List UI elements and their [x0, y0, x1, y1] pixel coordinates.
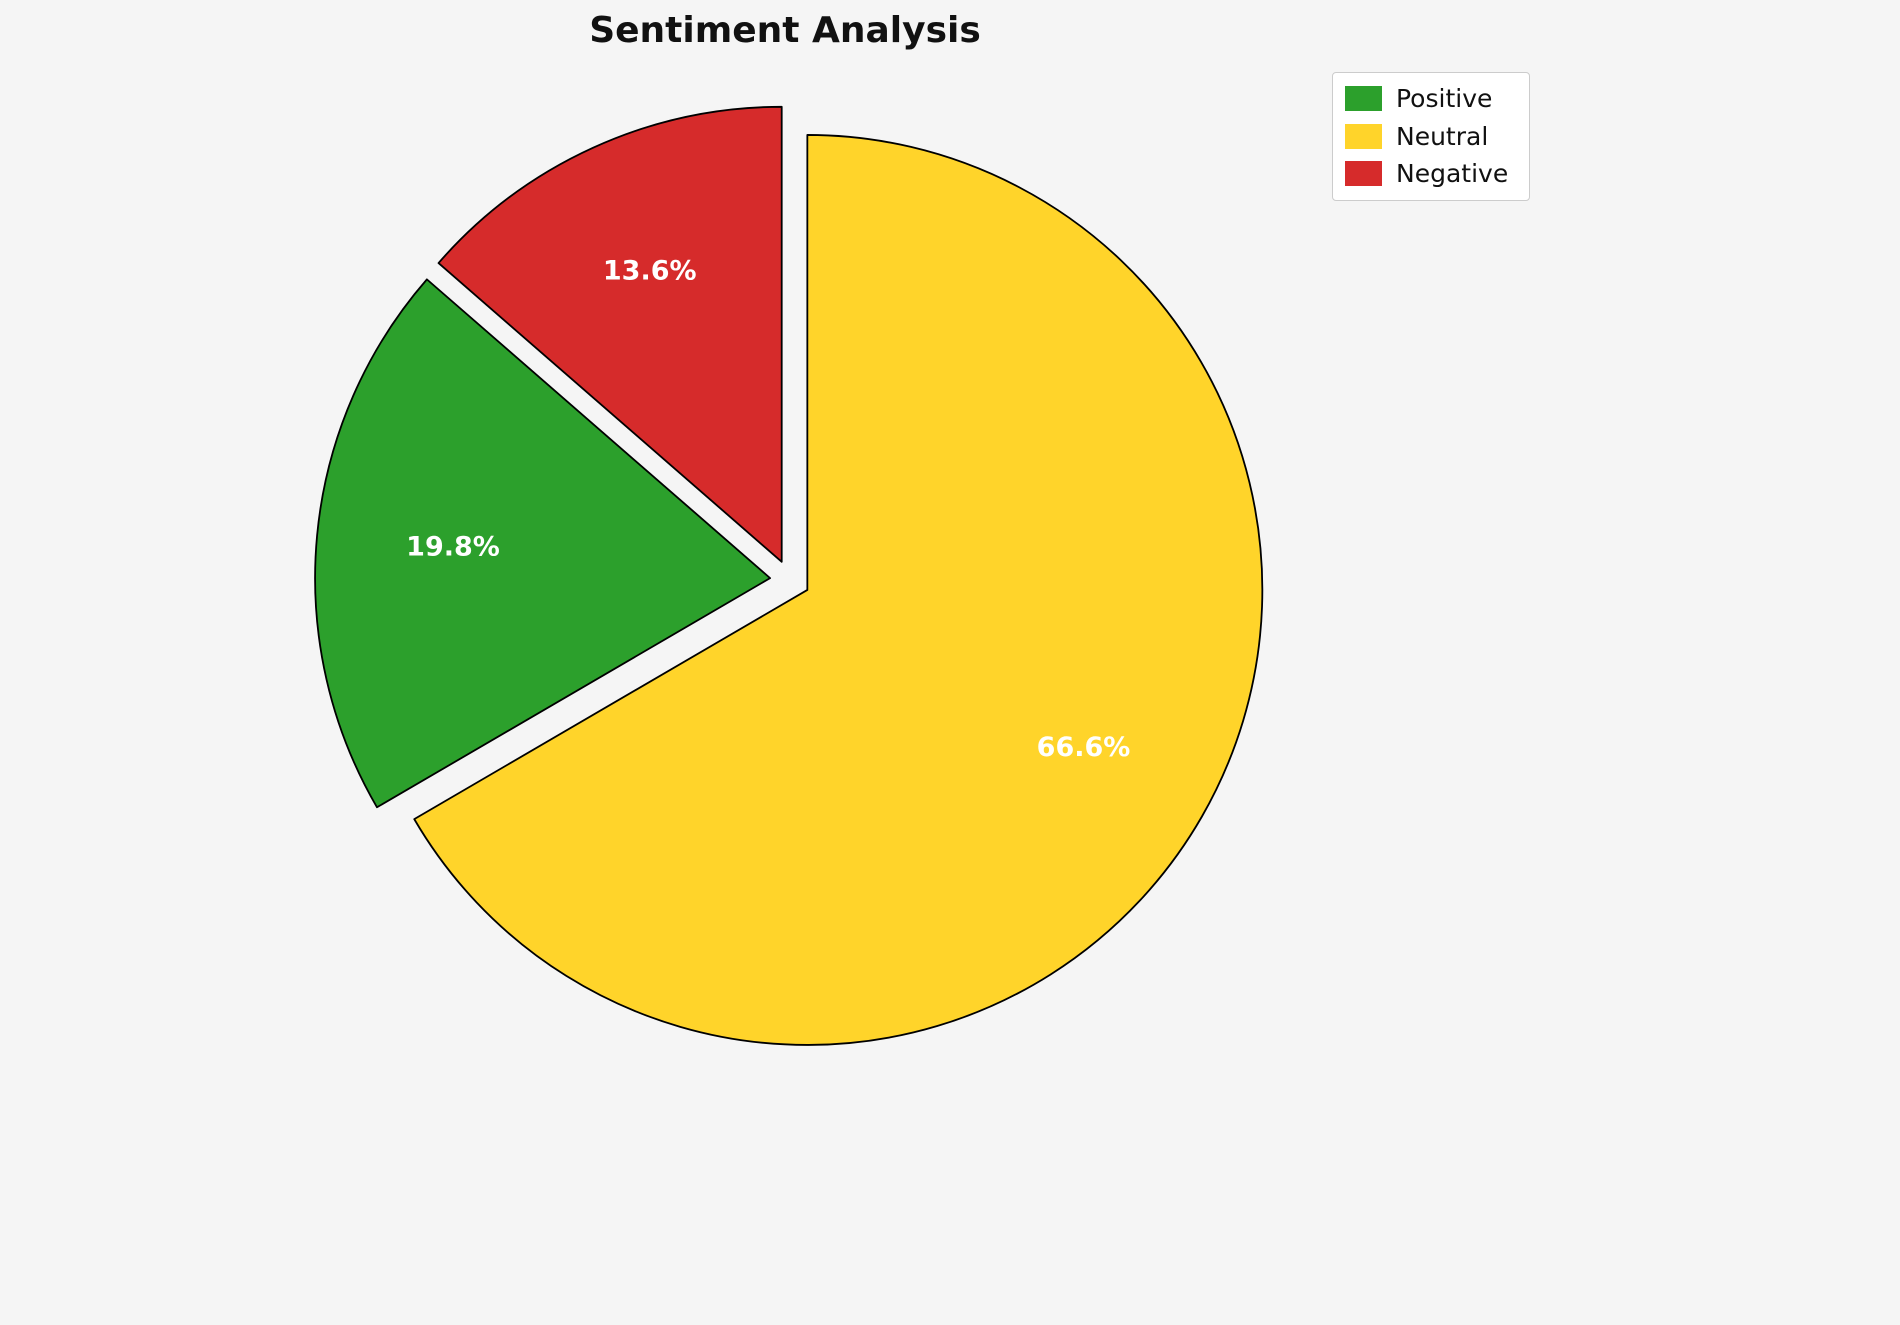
pie-percent-label-positive: 19.8%: [406, 532, 500, 563]
pie-slice-positive: [314, 278, 771, 809]
legend-item-negative: Negative: [1345, 160, 1513, 188]
pie-percent-label-neutral: 66.6%: [1037, 732, 1131, 763]
pie-slice-negative: [437, 105, 783, 563]
legend-swatch-positive: [1345, 86, 1382, 112]
pie-percent-label-negative: 13.6%: [603, 255, 697, 286]
legend-label-neutral: Neutral: [1396, 121, 1489, 151]
chart-title: Sentiment Analysis: [589, 10, 981, 51]
legend-item-neutral: Neutral: [1345, 121, 1513, 151]
legend-swatch-neutral: [1345, 123, 1382, 149]
legend-label-negative: Negative: [1396, 159, 1509, 188]
legend-swatch-negative: [1345, 161, 1382, 187]
legend-item-positive: Positive: [1345, 85, 1513, 113]
pie-slice-neutral: [413, 134, 1264, 1046]
legend: Positive Neutral Negative: [1332, 72, 1530, 201]
legend-label-positive: Positive: [1396, 84, 1493, 113]
